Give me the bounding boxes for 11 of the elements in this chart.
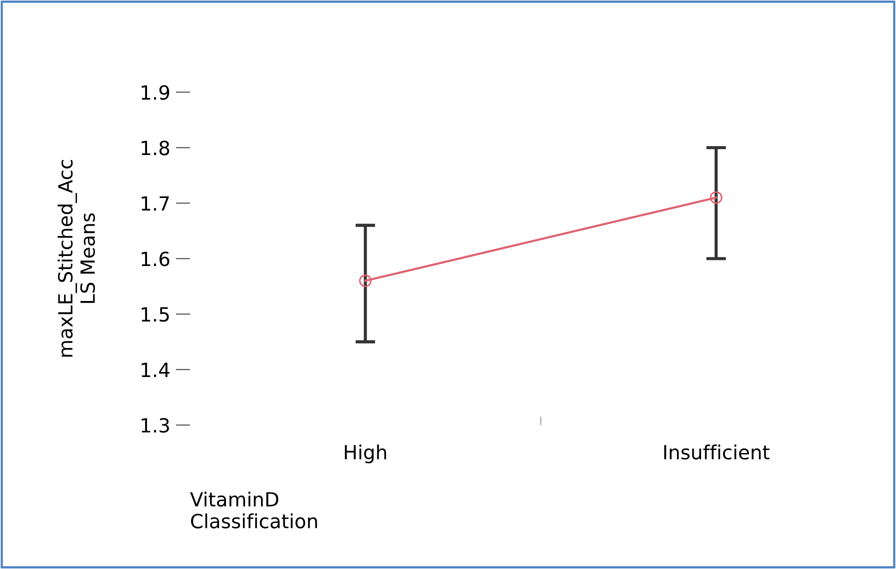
x-tick-label: High bbox=[344, 444, 386, 464]
y-tick-label: 1.7 bbox=[142, 196, 169, 211]
y-tick-label: 1.5 bbox=[142, 307, 169, 322]
x-axis-title: VitaminD Classification bbox=[190, 492, 317, 528]
y-tick-label: 1.3 bbox=[142, 418, 169, 433]
y-tick-label: 1.8 bbox=[142, 140, 170, 156]
x-tick-label: Insufficient bbox=[664, 444, 770, 460]
y-tick-label: 1.6 bbox=[142, 252, 170, 266]
y-tick-label: 1.4 bbox=[142, 362, 170, 377]
y-axis-title: maxLE_Stitched_Acc LS Means bbox=[58, 160, 95, 357]
y-tick-label: 1.9 bbox=[142, 85, 170, 100]
